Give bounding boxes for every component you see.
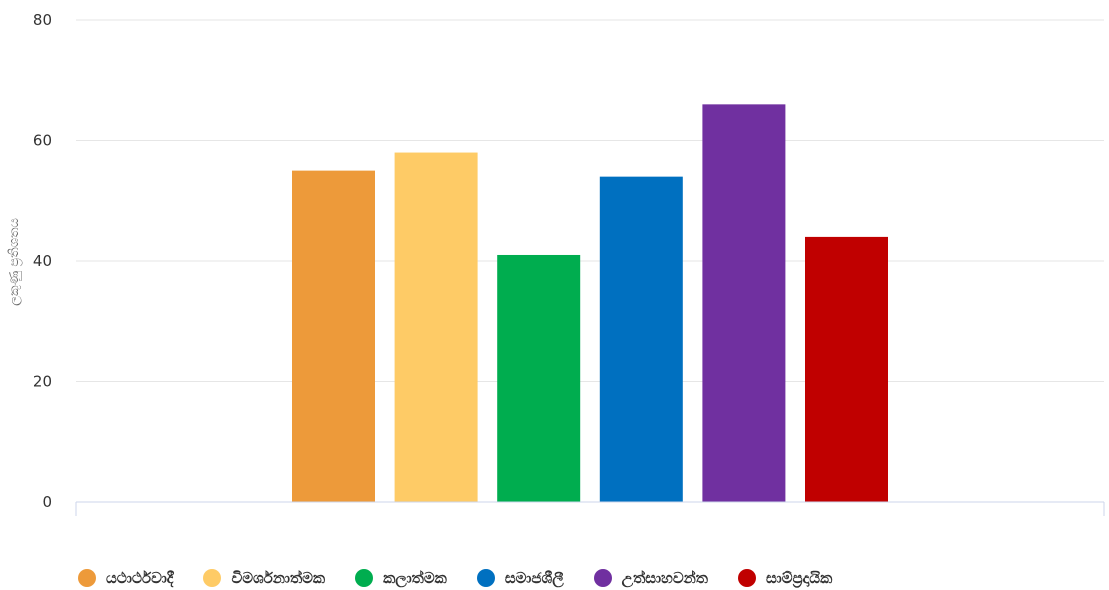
legend-item[interactable]: විමර්ශනාත්මක — [203, 569, 325, 587]
legend-label: විමර්ශනාත්මක — [231, 569, 326, 587]
legend-item[interactable]: උත්සාහවන්ත — [593, 569, 708, 587]
legend-item[interactable]: සාම්ප්‍රදායික — [737, 569, 833, 587]
legend-dot-icon — [593, 569, 612, 587]
legend-dot-icon — [476, 569, 495, 587]
legend-dot-icon — [78, 569, 96, 587]
legend-label: යථාර්ථවාදී — [106, 569, 174, 587]
y-tick-label: 40 — [33, 252, 52, 270]
legend-item[interactable]: සමාජශීලී — [476, 569, 564, 587]
bar[interactable] — [394, 152, 478, 503]
legend-item[interactable]: කලාත්මක — [355, 569, 447, 587]
legend-label: උත්සාහවන්ත — [621, 569, 708, 587]
bar-chart: 0 20 40 60 80 ලකුණු ප්‍රතිශතය — [7, 11, 1105, 516]
bar[interactable] — [497, 254, 581, 502]
y-axis-label: ලකුණු ප්‍රතිශතය — [7, 218, 22, 306]
y-tick-label: 20 — [33, 373, 52, 391]
legend-label: කලාත්මක — [383, 569, 447, 587]
y-tick-label: 60 — [33, 132, 52, 150]
legend-dot-icon — [355, 569, 374, 587]
y-tick-labels: 0 20 40 60 80 — [33, 11, 52, 511]
legend: යථාර්ථවාදී විමර්ශනාත්මක කලාත්මක සමාජශීලී උත්… — [78, 566, 862, 590]
y-tick-label: 0 — [42, 493, 52, 511]
legend-label: සමාජශීලී — [504, 569, 564, 587]
bar[interactable] — [292, 170, 375, 502]
bar[interactable] — [599, 176, 683, 502]
bars — [292, 104, 888, 503]
bar[interactable] — [805, 236, 888, 502]
y-tick-label: 80 — [33, 11, 52, 29]
bar[interactable] — [702, 104, 786, 502]
legend-item[interactable]: යථාර්ථවාදී — [78, 569, 173, 587]
legend-dot-icon — [737, 569, 756, 587]
legend-label: සාම්ප්‍රදායික — [765, 569, 833, 587]
legend-dot-icon — [203, 569, 222, 587]
grid-lines — [76, 19, 1104, 382]
